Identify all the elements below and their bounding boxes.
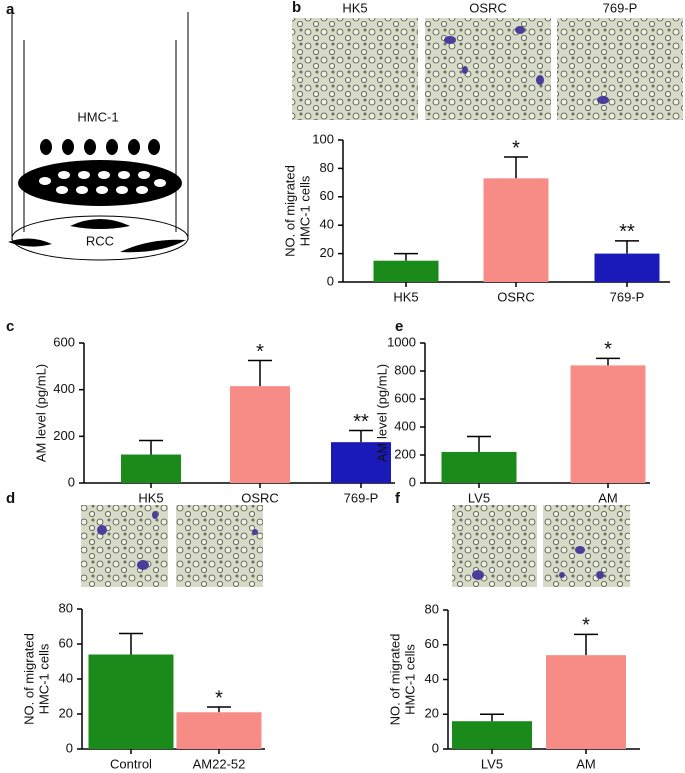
panel-label: b: [292, 0, 301, 16]
y-axis-label: NO. of migrated: [282, 165, 297, 257]
y-tick-label: 20: [59, 705, 73, 720]
y-tick-label: 600: [53, 334, 75, 349]
micrograph: [557, 18, 683, 120]
y-tick-label: 80: [320, 160, 334, 175]
x-tick-label: AM22-52: [193, 756, 246, 771]
bar: [176, 712, 262, 749]
bar: [331, 442, 391, 483]
x-tick-label: AM: [598, 490, 618, 505]
cells: [40, 139, 160, 155]
y-axis-label: AM level (pg/mL): [374, 364, 389, 462]
image-label: OSRC: [469, 0, 507, 15]
bar: [373, 260, 439, 282]
y-tick-label: 600: [394, 390, 416, 405]
x-tick-label: AM: [576, 756, 596, 771]
bar: [88, 654, 174, 749]
y-axis-label: HMC-1 cells: [402, 644, 417, 715]
diagram-label: RCC: [86, 233, 114, 248]
y-tick-label: 40: [320, 217, 334, 232]
y-axis-label: HMC-1 cells: [297, 175, 312, 246]
rcc-cell: [70, 219, 130, 229]
y-tick-label: 200: [53, 428, 75, 443]
stained-cells: [97, 26, 609, 580]
panel-label: c: [6, 318, 14, 335]
micrographs: [81, 18, 683, 587]
y-tick-label: 20: [425, 706, 439, 721]
x-tick-label: 769-P: [610, 289, 645, 304]
micrograph: [425, 18, 551, 120]
y-tick-label: 100: [312, 131, 334, 146]
bar: [546, 655, 626, 749]
bar: [121, 454, 181, 483]
panel-label: d: [6, 490, 15, 507]
significance: **: [353, 411, 369, 433]
panel-label: f: [395, 490, 401, 507]
y-tick-label: 80: [59, 600, 73, 615]
bar: [483, 178, 549, 282]
significance: *: [604, 339, 612, 361]
significance: *: [582, 615, 590, 637]
y-axis-label: AM level (pg/mL): [33, 364, 48, 462]
y-tick-label: 0: [432, 740, 439, 755]
y-axis-label: NO. of migrated: [21, 633, 36, 725]
pores: [39, 171, 166, 194]
y-tick-label: 400: [394, 418, 416, 433]
bar: [441, 451, 517, 483]
x-tick-label: LV5: [481, 756, 503, 771]
x-tick-label: HK5: [393, 289, 418, 304]
significance: *: [512, 137, 520, 159]
diagram-label: HMC-1: [77, 109, 118, 124]
x-tick-label: HK5: [138, 490, 163, 505]
membrane: [18, 160, 182, 206]
y-tick-label: 60: [59, 635, 73, 650]
significance: **: [619, 221, 635, 243]
y-tick-label: 0: [409, 474, 416, 489]
y-tick-label: 0: [66, 740, 73, 755]
bar: [594, 253, 660, 282]
well-bottom: [11, 215, 189, 261]
significance: *: [215, 687, 223, 709]
y-tick-label: 0: [68, 474, 75, 489]
y-axis-label: HMC-1 cells: [36, 643, 51, 714]
rcc-cell: [8, 238, 52, 247]
y-tick-label: 40: [425, 671, 439, 686]
y-tick-label: 200: [394, 446, 416, 461]
y-tick-label: 60: [425, 636, 439, 651]
image-label: 769-P: [603, 0, 638, 15]
y-tick-label: 400: [53, 381, 75, 396]
diagram: a HMC-1 RCC: [6, 1, 189, 261]
y-tick-label: 20: [320, 245, 334, 260]
bar: [452, 721, 532, 749]
micrograph: [176, 505, 263, 587]
y-tick-label: 800: [394, 362, 416, 377]
micrograph: [292, 18, 418, 120]
y-axis-label: NO. of migrated: [387, 634, 402, 726]
bar: [230, 386, 290, 483]
micrograph: [543, 505, 630, 587]
x-tick-label: Control: [110, 756, 152, 771]
y-tick-label: 40: [59, 670, 73, 685]
x-tick-label: OSRC: [497, 289, 535, 304]
bar: [570, 365, 646, 483]
y-tick-label: 80: [425, 601, 439, 616]
micrograph: [81, 505, 168, 587]
x-tick-label: OSRC: [241, 490, 279, 505]
x-tick-label: 769-P: [344, 490, 379, 505]
micrograph: [452, 505, 537, 587]
significance: *: [256, 341, 264, 363]
y-tick-label: 60: [320, 188, 334, 203]
image-label: HK5: [342, 0, 367, 15]
x-tick-label: LV5: [468, 490, 490, 505]
y-tick-label: 0: [327, 273, 334, 288]
y-tick-label: 1000: [387, 334, 416, 349]
panel-label: a: [6, 1, 15, 18]
rcc-cell: [120, 239, 186, 253]
panel-label: e: [395, 318, 403, 335]
